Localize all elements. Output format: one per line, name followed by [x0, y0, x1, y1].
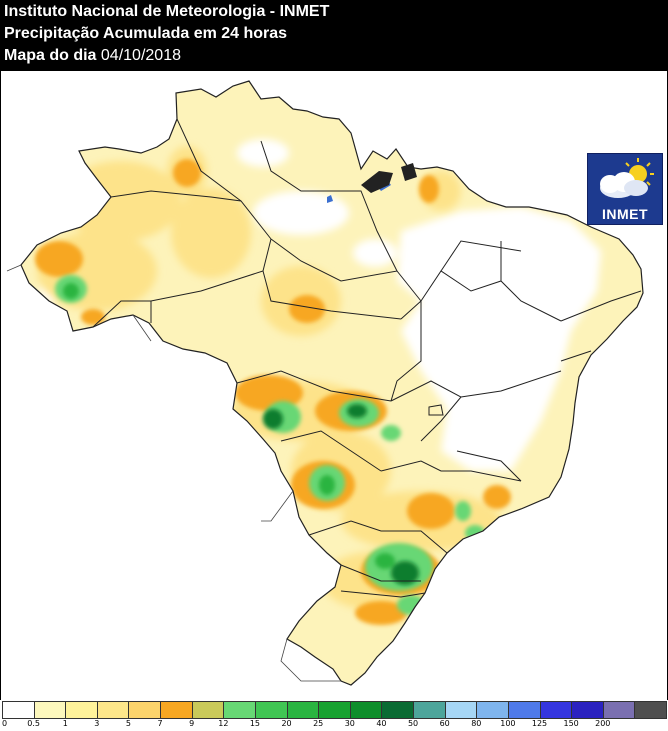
legend-swatch — [507, 701, 541, 719]
legend-swatch — [286, 701, 320, 719]
logo-text: INMET — [601, 206, 649, 222]
legend-tick-label: 50 — [407, 719, 419, 728]
map-date-label: Mapa do dia — [4, 47, 97, 64]
sun-cloud-icon — [600, 158, 654, 198]
map-canvas — [6, 80, 644, 686]
legend-swatch — [349, 701, 383, 719]
legend-tick-label: 25 — [313, 719, 324, 728]
legend-swatch — [65, 701, 98, 719]
legend-tick-label: 80 — [471, 719, 482, 728]
very-heavy-rain-areas — [63, 283, 419, 585]
legend-swatch — [96, 701, 130, 719]
legend-tick-label: 1 — [62, 719, 68, 728]
legend-tick-label: 0 — [2, 719, 8, 728]
legend-tick-label: 9 — [189, 719, 195, 728]
precipitation-field — [35, 139, 601, 625]
map-date: 04/10/2018 — [100, 47, 181, 64]
legend-tick-label: 3 — [94, 719, 100, 728]
map-date-line: Mapa do dia 04/10/2018 — [4, 46, 181, 66]
legend-swatch — [571, 701, 604, 719]
legend-tick-label: 100 — [500, 719, 516, 728]
institution-title: Instituto Nacional de Meteorologia - INM… — [4, 3, 330, 20]
legend-swatch — [476, 701, 509, 719]
legend-swatch — [254, 701, 288, 719]
precipitation-map: INMET — [0, 70, 668, 702]
legend-swatch — [191, 701, 225, 719]
neighbour-borders — [6, 264, 341, 682]
legend-swatch — [160, 701, 193, 719]
inmet-logo: INMET — [587, 153, 663, 225]
dry-areas — [39, 139, 601, 471]
legend-tick-label: 7 — [157, 719, 163, 728]
legend-swatch — [634, 701, 667, 719]
legend-tick-label: 30 — [344, 719, 355, 728]
legend-tick-label: 40 — [376, 719, 387, 728]
map-title: Precipitação Acumulada em 24 horas — [4, 25, 288, 42]
legend-tick-label: 60 — [439, 719, 450, 728]
legend-swatch — [33, 701, 67, 719]
legend-tick-label: 150 — [563, 719, 579, 728]
legend-swatch — [128, 701, 162, 719]
legend-tick-label: 20 — [281, 719, 292, 728]
legend-swatch — [602, 701, 636, 719]
color-legend: 0 0.5 1 3 5 7 9 12 15 20 25 30 40 50 60 80 100 125 150 200 — [0, 700, 668, 731]
state-borders — [92, 118, 642, 598]
legend-tick-label: 12 — [218, 719, 229, 728]
legend-tick-label: 125 — [531, 719, 548, 728]
map-header: Instituto Nacional de Meteorologia - INM… — [0, 0, 668, 70]
legend-tick-label: 200 — [595, 719, 611, 728]
legend-swatch — [318, 701, 351, 719]
legend-swatch — [223, 701, 256, 719]
legend-swatch — [413, 701, 446, 719]
legend-tick-label: 15 — [249, 719, 261, 728]
legend-swatch — [2, 701, 35, 719]
legend-tick-label: 0.5 — [27, 719, 40, 728]
legend-swatch — [444, 701, 478, 719]
legend-tick-label: 5 — [125, 719, 132, 728]
legend-swatch — [381, 701, 415, 719]
legend-swatch — [539, 701, 573, 719]
